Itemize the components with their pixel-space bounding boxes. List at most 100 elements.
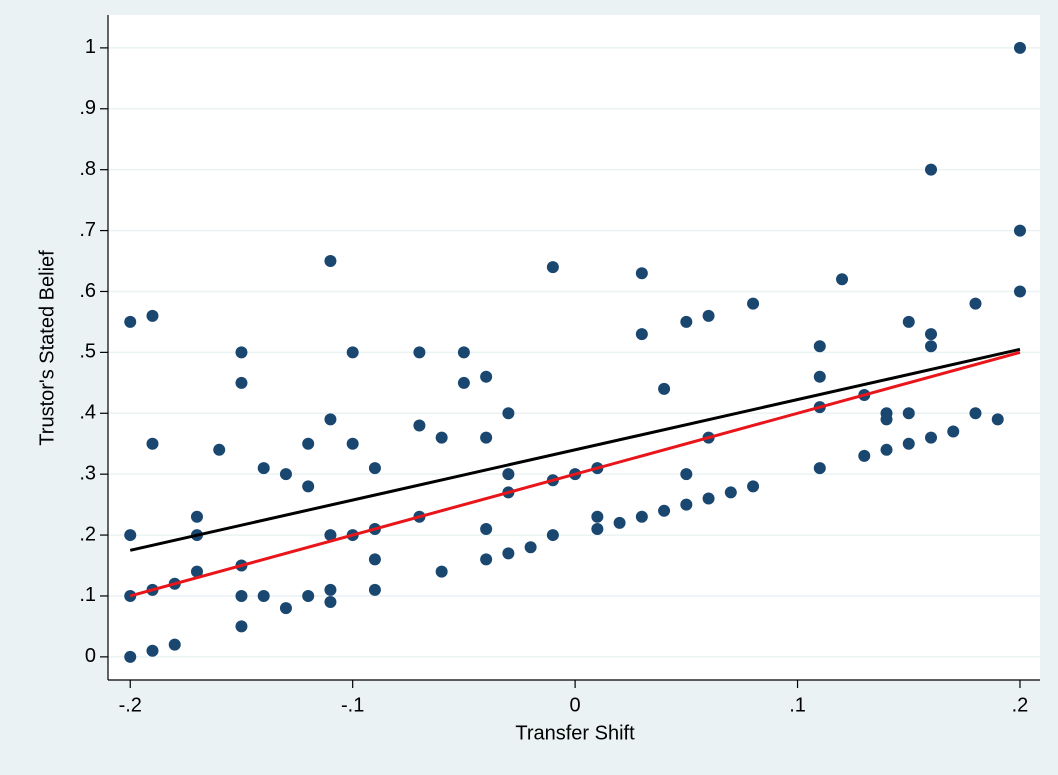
point [413,419,426,432]
x-tick-label: -.1 [341,694,364,716]
point [235,620,248,633]
plot-area [108,15,1040,680]
point [546,529,559,542]
point [124,650,137,663]
y-tick-label: .5 [79,341,96,363]
point [702,309,715,322]
y-tick-label: .8 [79,158,96,180]
point [658,382,671,395]
point [591,510,604,523]
point [480,522,493,535]
y-tick-label: .2 [79,523,96,545]
point [368,583,381,596]
point [302,589,315,602]
point [324,529,337,542]
point [747,480,760,493]
point [524,541,537,554]
point [124,315,137,328]
point [836,273,849,286]
point [1013,224,1026,237]
point [146,437,159,450]
y-tick-label: .1 [79,584,96,606]
point [546,261,559,274]
point [1013,285,1026,298]
point [324,255,337,268]
y-tick-label: .7 [79,219,96,241]
point [190,565,203,578]
y-tick-label: 0 [85,645,96,667]
point [635,267,648,280]
point [635,510,648,523]
point [1013,41,1026,54]
point [925,328,938,341]
point [346,346,359,359]
point [925,340,938,353]
fit-line [129,350,1021,598]
point [302,437,315,450]
point [502,468,515,481]
x-tick-label: -.2 [119,694,142,716]
point [902,315,915,328]
point [324,596,337,609]
point [480,370,493,383]
point [880,413,893,426]
point [168,638,181,651]
point [457,346,470,359]
point [724,486,737,499]
point [925,163,938,176]
point [235,376,248,389]
point [591,522,604,535]
point [235,346,248,359]
point [257,589,270,602]
point [969,407,982,420]
point [813,462,826,475]
point [368,553,381,566]
grid [108,47,1040,658]
point [502,547,515,560]
point [324,583,337,596]
x-tick-label: .2 [1012,694,1029,716]
marks [124,41,1026,663]
point [680,498,693,511]
axes: 0 .1 .2 .3 .4 .5 .6 .7 .8 .9 1 -.2 -.1 0 .1 .2 [79,15,1040,716]
y-tick-label: .9 [79,97,96,119]
point [658,504,671,517]
point [925,431,938,444]
point [346,437,359,450]
point [902,407,915,420]
point [279,468,292,481]
point [480,553,493,566]
point [435,431,448,444]
point [302,480,315,493]
y-tick-label: .4 [79,402,96,424]
point [969,297,982,310]
point [747,297,760,310]
point [991,413,1004,426]
y-tick-label: .6 [79,280,96,302]
fit-line [129,347,1021,552]
y-tick-label: 1 [85,36,96,58]
point [279,602,292,615]
point [680,468,693,481]
point [613,516,626,529]
point [680,315,693,328]
point [480,431,493,444]
point [858,449,871,462]
point [368,462,381,475]
point [146,644,159,657]
point [902,437,915,450]
point [413,346,426,359]
x-tick-label: .1 [789,694,806,716]
point [502,407,515,420]
point [813,370,826,383]
point [880,443,893,456]
y-axis-label: Trustor's Stated Belief [36,250,58,446]
point [813,340,826,353]
x-tick-label: 0 [570,694,581,716]
x-axis-label: Transfer Shift [515,722,635,744]
point [635,328,648,341]
point [457,376,470,389]
point [257,462,270,475]
point [124,529,137,542]
